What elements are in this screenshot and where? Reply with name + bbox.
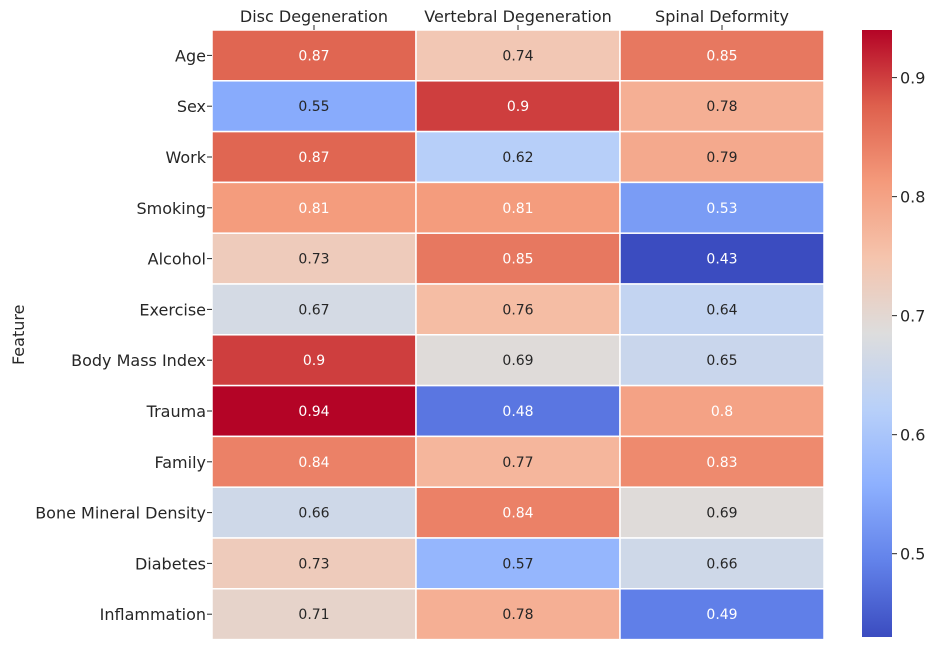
heatmap-cell-age-vertebral-degeneration (415, 29, 621, 82)
cell-value-label: 0.87 (298, 48, 329, 64)
heatmap-cell-exercise-spinal-deformity (619, 283, 825, 336)
heatmap-cell-inflammation-vertebral-degeneration (415, 588, 621, 641)
cell-value-label: 0.69 (502, 353, 533, 369)
heatmap-cell-inflammation-spinal-deformity (619, 588, 825, 641)
row-label-family: Family (155, 453, 206, 472)
heatmap-cell-trauma-disc-degeneration (211, 384, 417, 438)
cell-value-label: 0.78 (706, 99, 737, 115)
heatmap-cell-bone-mineral-density-disc-degeneration (211, 486, 417, 539)
cell-value-label: 0.73 (298, 556, 329, 572)
row-label-smoking: Smoking (136, 199, 206, 218)
heatmap-cell-age-disc-degeneration (211, 29, 417, 82)
column-label-spinal-deformity: Spinal Deformity (655, 7, 789, 26)
colorbar-tick-label: 0.8 (900, 188, 925, 207)
row-label-bone-mineral-density: Bone Mineral Density (35, 504, 206, 523)
cell-value-label: 0.78 (502, 607, 533, 623)
heatmap-cell-bone-mineral-density-spinal-deformity (619, 486, 825, 539)
column-label-disc-degeneration: Disc Degeneration (240, 7, 388, 26)
colorbar-tick-label: 0.5 (900, 545, 925, 564)
heatmap-cell-sex-spinal-deformity (619, 80, 825, 133)
heatmap-cell-inflammation-disc-degeneration (211, 588, 417, 641)
cell-value-label: 0.81 (298, 201, 329, 217)
cell-value-label: 0.76 (502, 302, 533, 318)
row-label-work: Work (165, 148, 206, 167)
row-label-trauma: Trauma (146, 402, 206, 421)
cell-value-label: 0.65 (706, 353, 737, 369)
cell-value-label: 0.66 (298, 506, 329, 522)
cell-value-label: 0.84 (502, 506, 533, 522)
heatmap-cell-trauma-spinal-deformity (619, 384, 825, 438)
cell-value-label: 0.69 (706, 506, 737, 522)
row-label-body-mass-index: Body Mass Index (71, 351, 206, 370)
heatmap-cell-alcohol-vertebral-degeneration (415, 232, 621, 285)
heatmap-cell-body-mass-index-spinal-deformity (619, 334, 825, 387)
y-axis-title: Feature (9, 305, 28, 365)
heatmap-cell-family-spinal-deformity (619, 435, 825, 488)
cell-value-label: 0.9 (507, 99, 529, 115)
cell-value-label: 0.49 (706, 607, 737, 623)
cell-value-label: 0.55 (298, 99, 329, 115)
colorbar: 0.5 0.6 0.7 0.8 0.9 (862, 30, 925, 637)
heatmap-cell-smoking-disc-degeneration (211, 181, 417, 234)
colorbar-tick-label: 0.7 (900, 307, 925, 326)
row-label-age: Age (175, 46, 206, 65)
heatmap-cell-bone-mineral-density-vertebral-degeneration (415, 486, 621, 539)
heatmap-cell-body-mass-index-vertebral-degeneration (415, 334, 621, 387)
heatmap-cell-body-mass-index-disc-degeneration (211, 334, 417, 387)
cell-value-label: 0.79 (706, 150, 737, 166)
cell-value-label: 0.71 (298, 607, 329, 623)
cell-value-label: 0.9 (303, 353, 325, 369)
cell-value-label: 0.83 (706, 455, 737, 471)
cell-value-label: 0.87 (298, 150, 329, 166)
cell-value-label: 0.85 (706, 48, 737, 64)
cell-value-label: 0.62 (502, 150, 533, 166)
row-label-alcohol: Alcohol (148, 250, 206, 269)
cell-value-label: 0.73 (298, 252, 329, 268)
cell-value-label: 0.8 (711, 404, 733, 420)
colorbar-tick-label: 0.9 (900, 69, 925, 88)
cell-value-label: 0.94 (298, 404, 329, 420)
cell-value-label: 0.48 (502, 404, 533, 420)
row-label-inflammation: Inflammation (100, 605, 206, 624)
heatmap-cell-work-vertebral-degeneration (415, 130, 621, 184)
cell-value-label: 0.85 (502, 252, 533, 268)
row-label-exercise: Exercise (139, 300, 206, 319)
heatmap-cell-smoking-spinal-deformity (619, 181, 825, 234)
heatmap-cell-trauma-vertebral-degeneration (415, 384, 621, 438)
heatmap-cells: 0.87 0.74 0.85 0.55 0.9 0.78 0.87 0.62 0.79 0.81 0… (211, 29, 825, 641)
heatmap-labels: Disc Degeneration Vertebral Degeneration S… (9, 7, 789, 624)
cell-value-label: 0.66 (706, 556, 737, 572)
colorbar-gradient (862, 30, 892, 637)
cell-value-label: 0.74 (502, 48, 533, 64)
cell-value-label: 0.43 (706, 252, 737, 268)
cell-value-label: 0.67 (298, 302, 329, 318)
colorbar-tick-label: 0.6 (900, 426, 925, 445)
cell-value-label: 0.57 (502, 556, 533, 572)
cell-value-label: 0.81 (502, 201, 533, 217)
row-label-diabetes: Diabetes (135, 554, 206, 573)
row-label-sex: Sex (177, 97, 206, 116)
cell-value-label: 0.84 (298, 455, 329, 471)
cell-value-label: 0.64 (706, 302, 737, 318)
cell-value-label: 0.53 (706, 201, 737, 217)
heatmap-cell-diabetes-spinal-deformity (619, 537, 825, 590)
column-label-vertebral-degeneration: Vertebral Degeneration (424, 7, 612, 26)
cell-value-label: 0.77 (502, 455, 533, 471)
heatmap-cell-family-disc-degeneration (211, 435, 417, 488)
heatmap-cell-diabetes-disc-degeneration (211, 537, 417, 590)
heatmap-cell-exercise-vertebral-degeneration (415, 283, 621, 336)
